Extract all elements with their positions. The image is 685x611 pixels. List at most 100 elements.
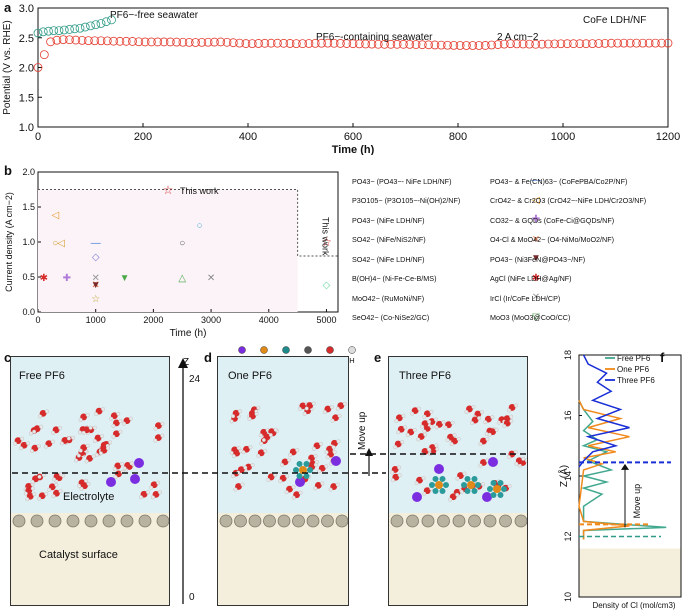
data-point [153, 37, 163, 47]
data-point [209, 37, 219, 47]
legend-entry: IrCl (Ir/CoFe LDH/CP)⊘ [490, 293, 685, 303]
data-point [663, 38, 673, 48]
data-point [216, 37, 226, 47]
data-point [178, 37, 188, 47]
water-hydrogen [30, 479, 35, 484]
x-tick-label: 1000 [551, 131, 575, 143]
move-up-head [621, 463, 629, 470]
data-point [71, 35, 81, 45]
structure-c-title: Free PF6 [19, 370, 65, 382]
data-point [323, 38, 333, 48]
water-hydrogen [256, 453, 261, 458]
water-hydrogen [400, 440, 405, 444]
y-tick-label: 1.0 [19, 122, 34, 134]
data-point [39, 50, 49, 60]
y-tick-label: 2.0 [19, 63, 34, 75]
water-hydrogen [312, 446, 316, 451]
data-point: ◇ [323, 280, 331, 291]
data-point: △ [178, 273, 186, 284]
x-tick-label: 1000 [86, 315, 106, 325]
water-hydrogen [320, 481, 325, 486]
chloride-ion [295, 477, 305, 487]
data-point: ☆ [91, 294, 100, 305]
legend-label: PO43− (Ni3FeN@PO43−/NF) [490, 254, 586, 264]
water-hydrogen [450, 420, 455, 425]
structure-three-pf6: Three PF6 [388, 356, 528, 606]
catalyst-atom [306, 514, 320, 528]
water-hydrogen [78, 417, 83, 422]
y-tick-label: 1.0 [22, 237, 35, 247]
water-hydrogen [330, 418, 335, 423]
catalyst-atom [219, 514, 233, 528]
legend-marker: ▽ [532, 311, 540, 323]
data-point [84, 36, 93, 46]
water-hydrogen [481, 482, 485, 487]
water-hydrogen [449, 442, 454, 446]
catalyst-surface-label: Catalyst surface [39, 549, 118, 561]
data-point [146, 37, 156, 47]
data-point [581, 39, 591, 49]
water-hydrogen [297, 406, 302, 411]
data-point [96, 19, 106, 28]
data-point [101, 17, 111, 27]
data-point [272, 38, 282, 48]
water-hydrogen [390, 470, 395, 475]
legend-marker: ◁ [532, 194, 540, 206]
panel-label-c: c [4, 350, 12, 365]
y-tick-label: 0.5 [22, 272, 35, 282]
fluorine-atom [443, 482, 449, 488]
y-tick-label: 18 [563, 350, 573, 360]
z-axis-top: 24 [189, 374, 201, 385]
water-hydrogen [94, 412, 99, 417]
x-tick-label: 3000 [201, 315, 221, 325]
water-hydrogen [32, 492, 37, 497]
x-tick-label: 1200 [656, 131, 680, 143]
data-point [461, 41, 471, 50]
data-point [625, 38, 635, 48]
water-hydrogen [29, 449, 34, 454]
fluorine-atom [487, 486, 493, 492]
water-hydrogen [455, 476, 460, 481]
water-hydrogen [13, 441, 17, 446]
catalyst-atom [66, 514, 80, 528]
water-hydrogen [241, 450, 246, 455]
data-point [235, 38, 245, 48]
water-hydrogen [417, 406, 422, 411]
fluorine-atom [490, 479, 497, 486]
water-hydrogen [298, 490, 303, 495]
data-point [65, 25, 74, 34]
legend-marker: ✚ [531, 214, 541, 225]
catalyst-atom [48, 514, 62, 528]
water-hydrogen [160, 433, 165, 438]
water-hydrogen [129, 461, 134, 466]
water-hydrogen [313, 454, 318, 458]
legend-entry: SO42− (NiFe/NiS2/NF) ⨯ [352, 234, 544, 245]
panel-label-d: d [204, 350, 212, 365]
water-hydrogen [20, 436, 24, 441]
water-hydrogen [434, 425, 439, 430]
fluorine-atom [497, 479, 504, 486]
catalyst-atom [514, 514, 527, 528]
water-hydrogen [37, 496, 42, 501]
data-point [468, 41, 478, 50]
legend-entry: O4-Cl & MoO42− (O4-NiMo/MoO2/NF)+ [490, 235, 685, 245]
move-up-label: Move up [632, 484, 642, 519]
data-point [228, 38, 238, 48]
water-hydrogen [311, 401, 316, 406]
water-hydrogen [462, 471, 467, 476]
data-point [203, 37, 213, 47]
chart-a: 0 200 400 600 800 1000 1200 1.0 1.5 2.0 2.5 3.0 Time… [2, 3, 680, 155]
legend-label: Free PF6 [617, 354, 651, 363]
water-hydrogen [477, 416, 482, 421]
water-hydrogen [58, 425, 63, 430]
water-hydrogen [231, 474, 235, 479]
data-point: ○ [197, 221, 203, 232]
water-hydrogen [129, 416, 133, 421]
legend-label: Three PF6 [617, 376, 655, 385]
data-point [638, 38, 648, 48]
legend-label: SO42− (NiFe/NiS2/NF) [352, 235, 426, 244]
fluorine-atom [303, 473, 310, 480]
legend-entry: PO43− & Fe(CN)63− (CoFePBA/Co2P/NF)☆ [490, 176, 685, 186]
this-work-label-top: This work [180, 186, 219, 196]
data-point [644, 38, 654, 48]
